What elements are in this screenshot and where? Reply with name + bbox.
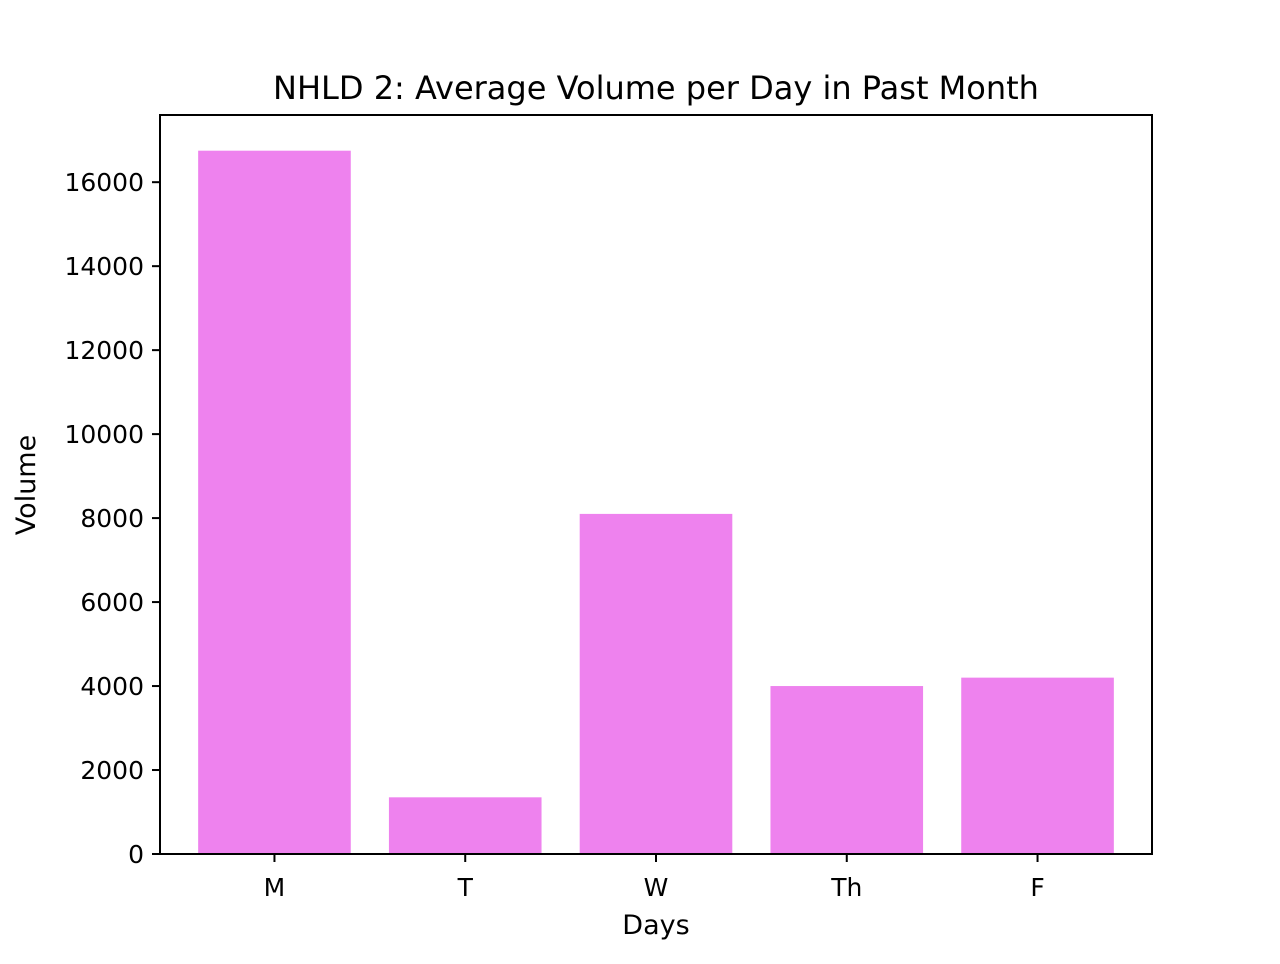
y-tick-label: 12000 — [64, 336, 144, 365]
x-axis-ticks: M T W Th F — [264, 854, 1045, 902]
y-tick-label: 16000 — [64, 168, 144, 197]
y-tick-label: 8000 — [80, 504, 144, 533]
bar-t — [388, 797, 542, 854]
x-axis-label: Days — [622, 910, 689, 941]
y-tick-label: 14000 — [64, 252, 144, 281]
y-tick-label: 2000 — [80, 756, 144, 785]
y-tick-label: 10000 — [64, 420, 144, 449]
y-tick-label: 4000 — [80, 672, 144, 701]
x-tick-label: Th — [830, 873, 862, 902]
y-tick-label: 6000 — [80, 588, 144, 617]
chart-title: NHLD 2: Average Volume per Day in Past M… — [273, 69, 1039, 107]
x-tick-label: M — [264, 873, 286, 902]
x-tick-label: W — [644, 873, 669, 902]
y-tick-label: 0 — [128, 840, 144, 869]
bar-th — [770, 686, 924, 854]
bar-f — [961, 677, 1114, 854]
x-tick-label: F — [1030, 873, 1044, 902]
bars-group — [198, 150, 1114, 855]
y-axis-ticks: 0 2000 4000 6000 8000 10000 12000 14000 16000 — [64, 168, 160, 869]
bar-m — [198, 150, 351, 855]
plot-frame — [159, 114, 1153, 855]
bar-w — [579, 513, 733, 854]
x-tick-label: T — [457, 873, 474, 902]
y-axis-label: Volume — [11, 435, 42, 535]
